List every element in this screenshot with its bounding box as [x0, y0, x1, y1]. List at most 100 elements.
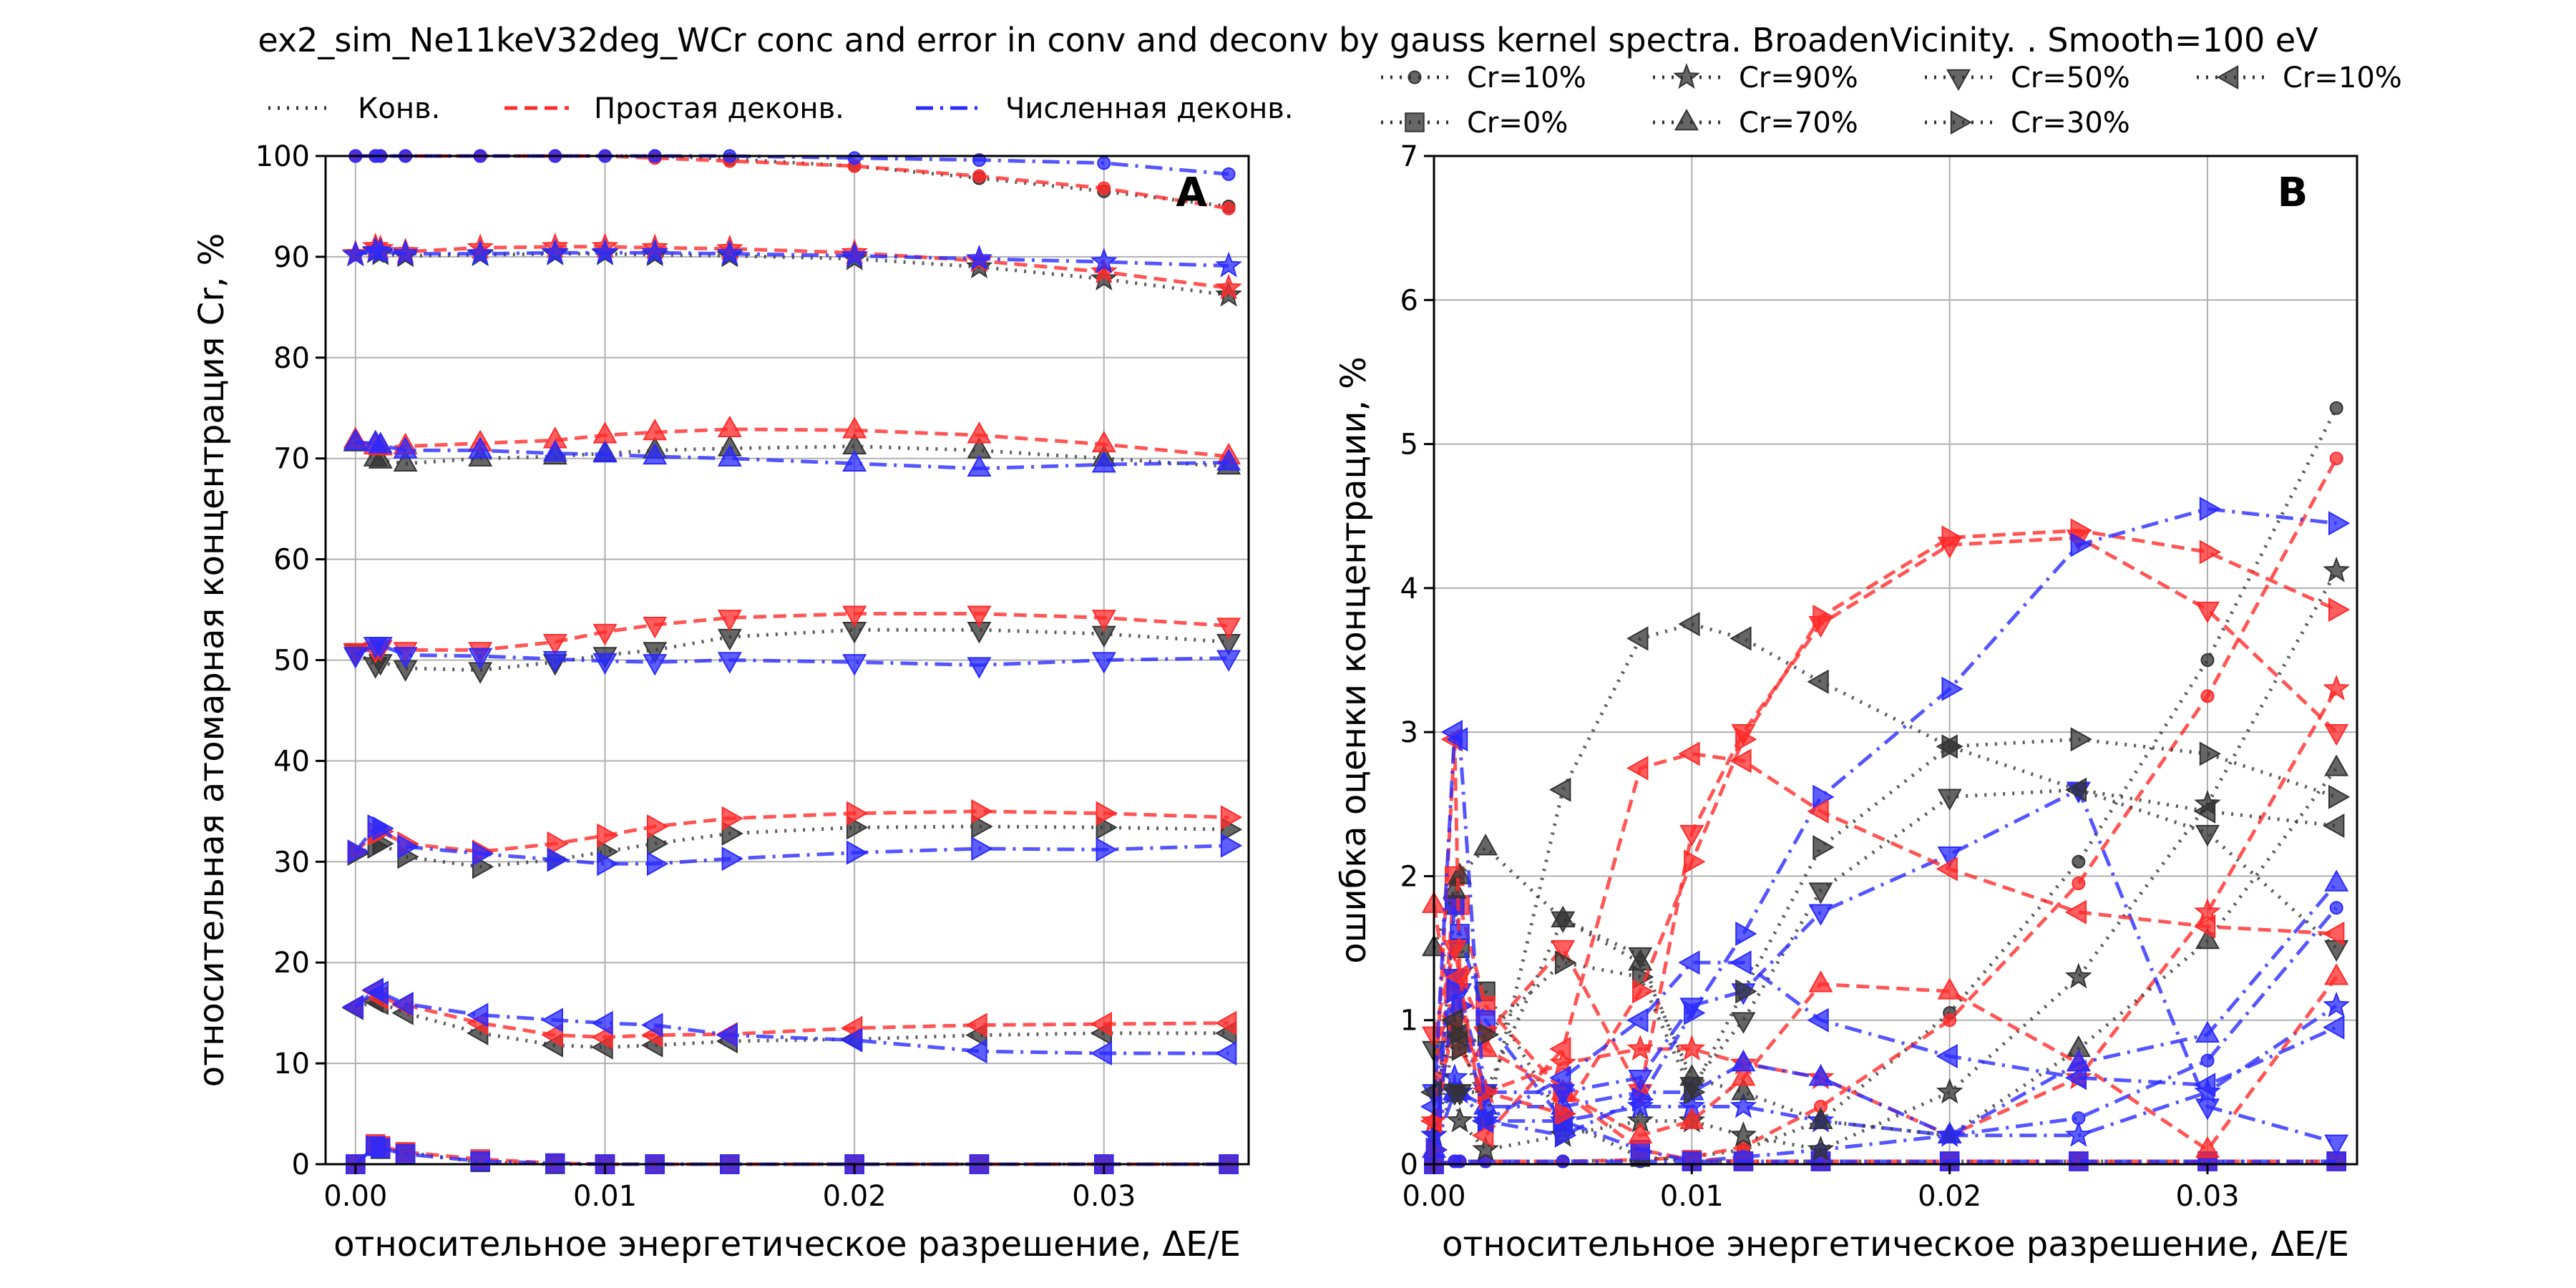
y-tick-label: 0: [1400, 1148, 1418, 1181]
y-tick-label: 80: [273, 342, 310, 375]
x-tick-label: 0.02: [823, 1180, 887, 1213]
data-point-numeric-triangle-up: [592, 441, 618, 463]
data-point-conv-triangle-right: [2070, 727, 2092, 752]
data-point-numeric-star: [2323, 991, 2351, 1018]
data-point-numeric-triangle-left: [1090, 1041, 1112, 1066]
data-point-numeric-triangle-left: [965, 1039, 987, 1064]
data-point-numeric-triangle-right: [1735, 921, 1757, 946]
data-point-simple-circle: [1221, 201, 1236, 215]
data-point-numeric-triangle-down: [1937, 847, 1962, 869]
data-point-numeric-triangle-down: [368, 637, 393, 659]
data-point-simple-triangle-right: [1096, 801, 1118, 826]
data-point-numeric-triangle-right: [1096, 837, 1118, 862]
data-point-numeric-circle: [1097, 156, 1111, 170]
data-point-numeric-triangle-left: [841, 1028, 863, 1053]
data-point-simple-triangle-up: [717, 415, 742, 438]
data-point-numeric-triangle-up: [542, 439, 567, 462]
data-point-numeric-triangle-left: [1549, 1065, 1571, 1091]
data-point-numeric-triangle-down: [842, 654, 867, 676]
data-point-conv-triangle-down: [1551, 911, 1576, 933]
data-point-conv-star: [2323, 556, 2351, 582]
data-point-simple-triangle-up: [1679, 1107, 1704, 1129]
data-point-conv-triangle-down: [1448, 1084, 1473, 1106]
data-point-numeric-star: [2064, 1121, 2092, 1147]
data-point-simple-triangle-down: [2324, 723, 2349, 746]
data-point-simple-triangle-right: [1941, 525, 1963, 550]
legend-label: Численная деконв.: [1005, 92, 1294, 125]
data-point-numeric-triangle-up: [967, 454, 992, 477]
data-point-numeric-triangle-right: [1220, 833, 1243, 858]
data-point-simple-triangle-down: [643, 616, 668, 639]
data-point-conv-triangle-left: [1626, 626, 1649, 651]
data-point-conv-triangle-right: [1735, 979, 1757, 1004]
data-point-conv-triangle-up: [1442, 877, 1467, 899]
data-point-conv-triangle-up: [2195, 927, 2220, 950]
data-point-simple-star: [2194, 897, 2221, 924]
legend-marker-star: [1673, 63, 1700, 89]
data-point-conv-triangle-right: [2328, 784, 2351, 809]
data-point-numeric-triangle-left: [467, 1002, 489, 1028]
data-point-numeric-triangle-right: [647, 852, 669, 877]
data-point-numeric-triangle-left: [1678, 950, 1700, 975]
data-point-numeric-circle: [2200, 1053, 2215, 1068]
data-point-simple-triangle-down: [967, 605, 992, 628]
data-point-simple-star: [1678, 1035, 1706, 1061]
data-point-numeric-triangle-up: [1808, 1064, 1833, 1086]
legend-marker-triangle-right: [1950, 109, 1973, 135]
data-point-numeric-triangle-right: [2070, 532, 2092, 557]
data-point-numeric-triangle-right: [547, 847, 569, 872]
panel-b: 0.00 0.01 0.02 0.03 0 1 2 3 4 5 6 7 относительное эн…: [1334, 140, 2358, 1264]
data-point-numeric-star: [366, 237, 394, 263]
data-point-numeric-triangle-right: [846, 840, 869, 865]
data-point-numeric-triangle-left: [541, 1008, 563, 1033]
data-point-numeric-triangle-down: [643, 654, 668, 676]
data-point-simple-triangle-up: [1937, 977, 1962, 1000]
data-point-simple-triangle-right: [1632, 979, 1654, 1004]
legend-label: Cr=10%: [2283, 62, 2402, 94]
data-point-numeric-triangle-right: [1941, 676, 1963, 701]
legend-label: Cr=50%: [2011, 62, 2130, 94]
y-axis-label: ошибка оценки концентрации, %: [1334, 356, 1374, 964]
data-point-numeric-square: [2069, 1151, 2089, 1171]
data-point-simple-triangle-down: [1216, 618, 1241, 640]
data-point-conv-triangle-right: [1684, 1080, 1706, 1105]
y-tick-label: 5: [1400, 429, 1418, 462]
x-tick-label: 0.00: [323, 1180, 387, 1213]
data-point-numeric-triangle-down: [1628, 1070, 1653, 1092]
data-point-numeric-triangle-up: [1937, 1121, 1962, 1143]
data-point-conv-triangle-right: [1554, 950, 1577, 975]
data-point-simple-triangle-right: [1554, 1101, 1577, 1126]
data-point-numeric-triangle-left: [2323, 1015, 2345, 1040]
data-point-conv-triangle-down: [1808, 882, 1833, 904]
x-tick-label: 0.01: [1660, 1180, 1724, 1213]
data-point-simple-triangle-right: [547, 831, 569, 856]
data-point-conv-triangle-left: [1936, 734, 1958, 759]
data-point-numeric-triangle-down: [717, 652, 742, 674]
data-point-simple-triangle-down: [1551, 940, 1576, 962]
y-tick-label: 10: [273, 1048, 310, 1080]
y-tick-label: 2: [1400, 860, 1418, 893]
data-point-simple-triangle-left: [1936, 857, 1958, 882]
data-point-numeric-square: [395, 1144, 416, 1164]
data-point-numeric-triangle-down: [1216, 650, 1241, 672]
data-point-numeric-triangle-down: [2324, 1134, 2349, 1156]
data-point-numeric-triangle-up: [2324, 869, 2349, 892]
y-tick-label: 100: [255, 140, 310, 173]
data-point-simple-triangle-right: [647, 814, 669, 839]
data-point-simple-circle: [972, 169, 986, 183]
data-point-numeric-star: [591, 238, 619, 265]
data-point-simple-circle: [1943, 1013, 1957, 1028]
data-point-numeric-triangle-right: [1554, 1123, 1577, 1148]
data-point-simple-triangle-right: [1684, 849, 1706, 874]
data-point-simple-triangle-left: [2193, 914, 2216, 939]
data-point-numeric-triangle-left: [1445, 727, 1468, 752]
data-point-simple-triangle-left: [965, 1013, 987, 1038]
x-axis-label: относительное энергетическое разрешение,…: [333, 1224, 1241, 1264]
data-point-conv-triangle-up: [2324, 754, 2349, 776]
data-point-conv-triangle-up: [1473, 834, 1498, 856]
y-tick-label: 60: [273, 544, 310, 577]
data-point-simple-circle: [2072, 876, 2086, 890]
data-point-simple-star: [1090, 258, 1118, 284]
data-point-numeric-star: [641, 238, 669, 265]
data-point-conv-star: [1729, 1121, 1757, 1147]
